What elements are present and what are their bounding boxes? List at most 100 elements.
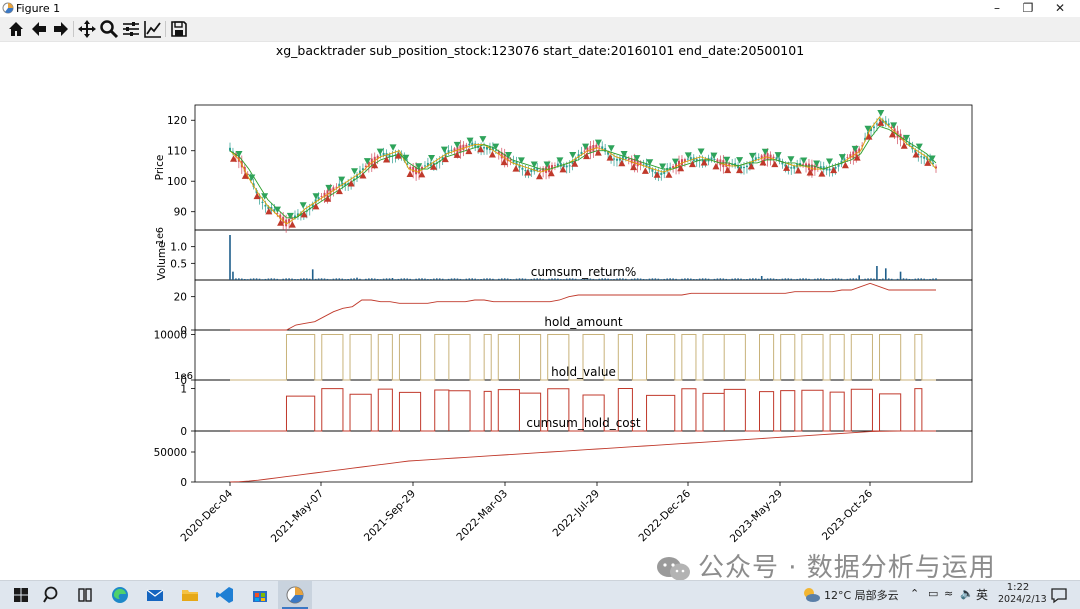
- volume-bar: [433, 278, 435, 280]
- volume-bar: [503, 278, 506, 280]
- volume-bar: [486, 278, 488, 280]
- restore-button[interactable]: ❐: [1022, 1, 1034, 15]
- volume-bar: [687, 278, 689, 280]
- clock[interactable]: 1:22 2024/2/13: [998, 582, 1047, 606]
- volume-bar: [480, 278, 482, 280]
- volume-bar: [707, 278, 710, 280]
- x-tick-label: 2021-May-07: [269, 488, 326, 545]
- notification-icon[interactable]: [1046, 583, 1072, 607]
- candle-body: [920, 156, 923, 158]
- matplotlib-taskbar-icon[interactable]: [282, 583, 308, 607]
- candle-body: [418, 167, 421, 174]
- watermark-text: 公众号 · 数据分析与运用: [698, 553, 996, 583]
- volume-bar: [884, 268, 887, 280]
- price-tick-label: 100: [167, 176, 187, 188]
- pan-move-icon[interactable]: [77, 19, 97, 39]
- task-view-icon[interactable]: [72, 583, 98, 607]
- windows-start-icon[interactable]: [8, 583, 34, 607]
- candle-body: [917, 153, 920, 156]
- battery-icon[interactable]: ▭: [928, 587, 939, 600]
- file-explorer-icon[interactable]: [177, 583, 203, 607]
- volume-bar: [873, 278, 875, 280]
- tray-expand-icon[interactable]: ⌃: [910, 587, 920, 600]
- candle-body: [447, 150, 450, 154]
- volume-bar: [639, 278, 642, 280]
- volume-bar: [858, 275, 860, 280]
- edge-browser-icon[interactable]: [107, 583, 133, 607]
- ime-indicator[interactable]: 英: [976, 588, 989, 602]
- clock-time: 1:22: [1006, 582, 1030, 593]
- candle-body: [497, 151, 500, 155]
- subplots-config-icon[interactable]: [121, 19, 141, 39]
- home-icon[interactable]: [6, 19, 26, 39]
- candle-body: [742, 166, 745, 169]
- volume-bar: [731, 278, 733, 280]
- candle-body: [802, 164, 805, 165]
- candle-body: [423, 165, 426, 167]
- buy-marker: [594, 149, 602, 156]
- volume-bar: [403, 278, 406, 280]
- volume-icon[interactable]: 🔈: [960, 587, 974, 600]
- volume-bar: [932, 278, 934, 280]
- sell-marker: [697, 148, 705, 155]
- volume-bar: [796, 278, 798, 280]
- zoom-magnifier-icon[interactable]: [99, 19, 119, 39]
- candle-body: [778, 158, 781, 162]
- volume-bar: [645, 279, 648, 280]
- volume-bar: [468, 278, 471, 280]
- mail-icon[interactable]: [142, 583, 168, 607]
- sell-marker: [235, 150, 243, 158]
- back-arrow-icon[interactable]: [29, 19, 49, 39]
- volume-bar: [781, 278, 784, 280]
- candle-body: [642, 163, 645, 165]
- candle-body: [500, 152, 503, 159]
- volume-bar: [288, 278, 290, 280]
- network-icon[interactable]: ≈: [944, 587, 954, 600]
- weather-text[interactable]: 12°C 局部多云: [824, 589, 899, 602]
- volume-bar: [376, 278, 379, 280]
- candle-body: [822, 166, 825, 170]
- candle-body: [601, 146, 604, 150]
- store-icon[interactable]: [247, 583, 273, 607]
- buy-marker: [818, 170, 826, 177]
- candle-body: [314, 199, 317, 204]
- volume-bar: [492, 278, 494, 280]
- volume-bar: [864, 278, 866, 280]
- moving-average-line: [229, 116, 937, 225]
- close-button[interactable]: ✕: [1054, 1, 1066, 15]
- candle-body: [426, 162, 429, 167]
- volume-bar: [619, 278, 621, 280]
- volume-bar: [483, 278, 485, 280]
- minimize-button[interactable]: –: [994, 1, 1000, 15]
- save-icon[interactable]: [169, 19, 189, 39]
- candle-body: [660, 172, 663, 175]
- volume-bar: [666, 278, 668, 280]
- volume-bar: [338, 278, 341, 280]
- volume-bar: [362, 279, 364, 280]
- candle-body: [441, 157, 444, 160]
- sell-marker: [761, 148, 769, 156]
- edit-axis-icon[interactable]: [143, 19, 163, 39]
- vscode-icon[interactable]: [212, 583, 238, 607]
- volume-bar: [353, 278, 355, 280]
- volume-bar: [471, 278, 474, 280]
- volume-bar: [793, 279, 796, 280]
- candle-body: [409, 166, 412, 169]
- weather-icon[interactable]: [798, 583, 824, 607]
- x-tick-label: 2020-Dec-04: [179, 487, 236, 544]
- candle-body: [908, 142, 911, 146]
- cumsum-return-line: [230, 282, 936, 331]
- volume-bar: [320, 278, 323, 280]
- sell-marker: [492, 143, 500, 151]
- sell-marker: [389, 144, 397, 151]
- search-icon[interactable]: [38, 583, 64, 607]
- candle-body: [737, 164, 740, 169]
- candle-body: [583, 150, 586, 152]
- buy-marker: [500, 158, 508, 166]
- volume-bar: [539, 278, 541, 280]
- volume-bar: [294, 279, 296, 280]
- forward-arrow-icon[interactable]: [51, 19, 71, 39]
- sell-marker: [428, 154, 436, 162]
- candle-body: [887, 123, 890, 126]
- volume-bar: [642, 278, 645, 280]
